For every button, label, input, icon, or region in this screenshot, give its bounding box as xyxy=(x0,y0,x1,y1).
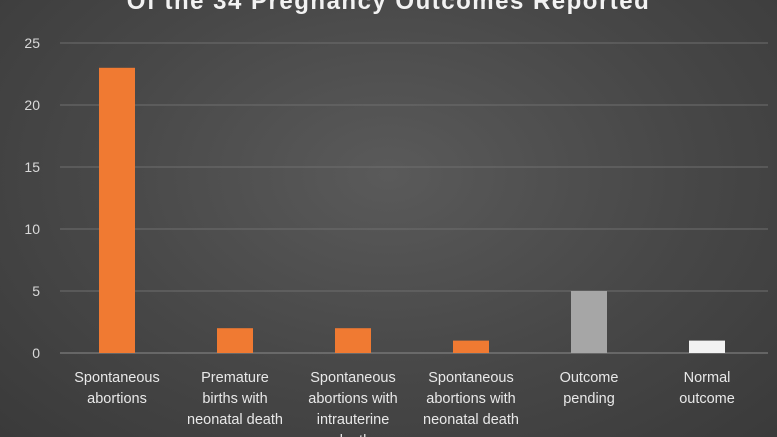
bar-3 xyxy=(335,328,371,353)
y-tick-label: 20 xyxy=(24,97,40,113)
bar-4 xyxy=(453,340,489,353)
x-tick-label: Normal outcome xyxy=(679,370,735,407)
x-tick-label-line: neonatal death xyxy=(187,412,283,428)
x-tick-label: Premature births with neonatal death xyxy=(187,370,283,428)
x-tick-label-line: outcome xyxy=(679,391,735,407)
y-tick-label: 10 xyxy=(24,221,40,237)
x-tick-label-line: intrauterine xyxy=(317,412,390,428)
y-tick-label: 15 xyxy=(24,159,40,175)
x-tick-label-line: death xyxy=(335,433,371,437)
x-tick-label-line: Spontaneous xyxy=(428,370,513,386)
y-tick-label: 25 xyxy=(24,35,40,51)
x-tick-label-line: abortions with xyxy=(426,391,515,407)
x-tick-label: Spontaneous abortions xyxy=(74,370,159,407)
x-tick-label: Spontaneous abortions with neonatal death xyxy=(423,370,519,428)
y-tick-label: 5 xyxy=(32,283,40,299)
y-tick-label: 0 xyxy=(32,345,40,361)
x-tick-label-line: Spontaneous xyxy=(310,370,395,386)
bar-5 xyxy=(571,291,607,353)
bar-6 xyxy=(689,340,725,353)
bar-1 xyxy=(99,67,135,354)
x-tick-label-line: Premature xyxy=(201,370,269,386)
x-tick-label-line: Normal xyxy=(684,370,731,386)
x-tick-label-line: abortions xyxy=(87,391,147,407)
x-tick-label: Spontaneous abortions with intrauterine dea… xyxy=(308,370,397,437)
x-tick-label-line: Spontaneous xyxy=(74,370,159,386)
bar-2 xyxy=(217,328,253,353)
x-tick-label-line: abortions with xyxy=(308,391,397,407)
x-tick-label-line: Outcome xyxy=(560,370,619,386)
x-tick-label: Outcome pending xyxy=(560,370,619,407)
x-tick-label-line: pending xyxy=(563,391,615,407)
x-tick-label-line: neonatal death xyxy=(423,412,519,428)
x-tick-label-line: births with xyxy=(202,391,267,407)
chart-title: Of the 34 Pregnancy Outcomes Reported xyxy=(126,0,651,15)
